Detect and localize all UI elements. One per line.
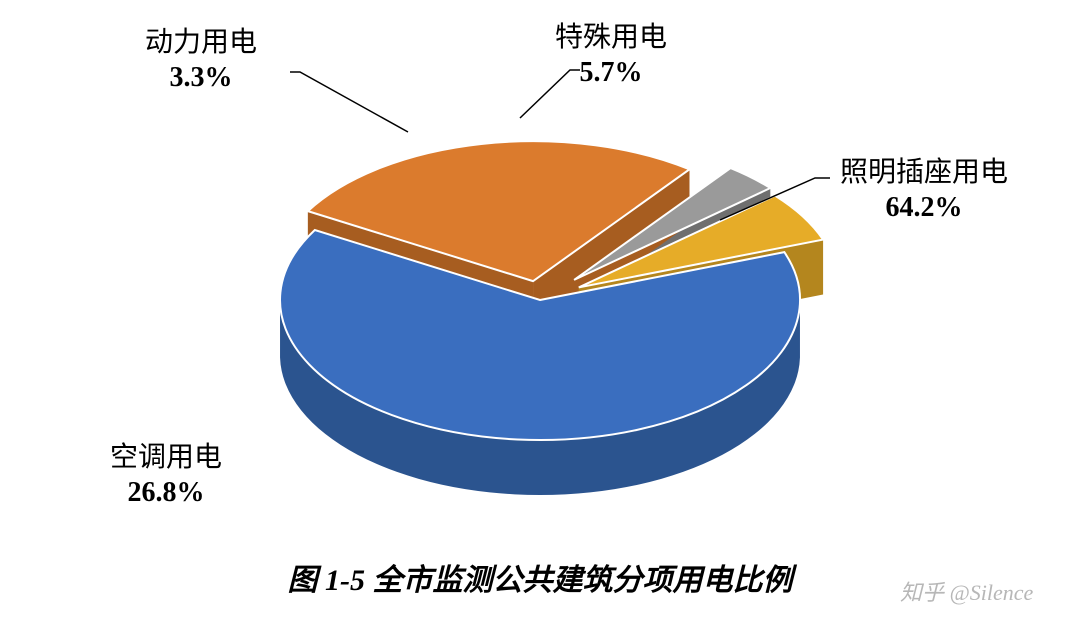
slice-name-special: 特殊用电 [555,20,667,55]
slice-pct-special: 5.7% [555,55,667,90]
slice-pct-lighting: 64.2% [840,190,1008,225]
slice-label-lighting: 照明插座用电 64.2% [840,155,1008,225]
slice-label-special: 特殊用电 5.7% [555,20,667,90]
slice-name-lighting: 照明插座用电 [840,155,1008,190]
figure-caption: 图 1-5 全市监测公共建筑分项用电比例 [0,555,1080,599]
slice-name-power: 动力用电 [145,25,257,60]
slice-pct-aircon: 26.8% [110,475,222,510]
slice-label-power: 动力用电 3.3% [145,25,257,95]
slice-pct-power: 3.3% [145,60,257,95]
slice-name-aircon: 空调用电 [110,440,222,475]
pie-chart-container: 照明插座用电 64.2% 空调用电 26.8% 动力用电 3.3% 特殊用电 5… [0,0,1080,617]
slice-label-aircon: 空调用电 26.8% [110,440,222,510]
